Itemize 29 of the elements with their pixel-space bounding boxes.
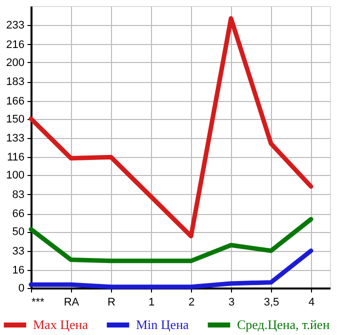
- y-tick-label: 83: [12, 188, 24, 201]
- x-tick-label: 3,5: [264, 296, 280, 308]
- line-series: [28, 16, 314, 238]
- y-tick-label: 133: [6, 132, 24, 144]
- y-tick-label: 66: [12, 208, 24, 220]
- line-series: [28, 216, 314, 264]
- y-tick-label: 50: [12, 226, 24, 238]
- x-tick-label: 1: [148, 296, 155, 308]
- y-tick-label: 150: [6, 113, 24, 126]
- legend-label: Max Цена: [33, 317, 88, 332]
- legend-label: Сред.Цена, т.йен: [237, 317, 330, 332]
- legend-label: Min Цена: [136, 317, 190, 332]
- y-tick-label: 166: [6, 95, 24, 108]
- y-tick-label: 33: [12, 245, 24, 258]
- y-tick-label: 216: [6, 38, 24, 51]
- x-tick-label: 2: [188, 296, 195, 308]
- y-tick-label: 200: [6, 56, 24, 69]
- x-tick-label: R: [108, 296, 116, 308]
- x-tick-label: 3: [228, 296, 235, 308]
- y-tick-label: 16: [12, 264, 24, 276]
- x-tick-label: RA: [64, 296, 80, 308]
- line-series: [28, 248, 314, 290]
- y-tick-label: 0: [18, 282, 24, 294]
- y-tick-label: 183: [6, 76, 24, 88]
- y-tick-label: 233: [6, 20, 24, 32]
- y-tick-label: 100: [6, 170, 24, 182]
- x-tick-label: 4: [308, 296, 315, 308]
- y-tick-label: 116: [6, 152, 24, 164]
- x-tick-label: ***: [32, 296, 46, 308]
